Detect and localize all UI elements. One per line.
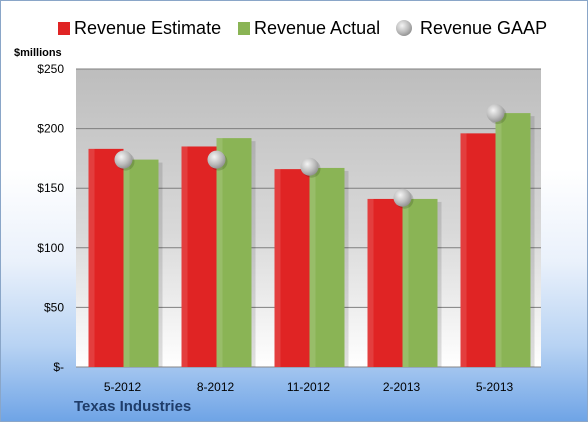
y-tick-label: $150 — [37, 181, 64, 195]
marker-revenue-gaap — [207, 150, 228, 171]
bar-revenue-estimate — [88, 148, 128, 367]
legend-label: Revenue Actual — [254, 18, 380, 38]
y-tick-label: $200 — [37, 122, 64, 136]
x-tick-label: 5-2012 — [104, 380, 142, 394]
bar-revenue-estimate — [460, 133, 500, 367]
x-tick-label: 2-2013 — [383, 380, 421, 394]
bar-revenue-actual — [123, 159, 163, 367]
marker-revenue-gaap — [486, 104, 507, 125]
bar-revenue-estimate — [367, 198, 407, 367]
legend-item-revenue-gaap: Revenue GAAP — [396, 18, 547, 38]
y-tick-label: $- — [53, 360, 64, 374]
legend-label: Revenue Estimate — [74, 18, 221, 38]
marker-revenue-gaap — [114, 150, 135, 171]
bar-revenue-actual — [216, 138, 256, 367]
company-name: Texas Industries — [74, 398, 192, 415]
x-tick-label: 5-2013 — [476, 380, 514, 394]
legend-item-revenue-estimate: Revenue Estimate — [58, 18, 221, 38]
y-tick-label: $100 — [37, 241, 64, 255]
bar-revenue-actual — [402, 198, 442, 367]
bar-revenue-actual — [309, 167, 349, 367]
bar-revenue-estimate — [181, 146, 221, 367]
bar-revenue-estimate — [274, 169, 314, 367]
legend-swatch — [58, 22, 70, 35]
y-axis-label: $millions — [14, 47, 62, 59]
legend-swatch — [396, 20, 412, 36]
legend-swatch — [238, 22, 250, 35]
legend-label: Revenue GAAP — [420, 18, 547, 38]
x-tick-label: 8-2012 — [197, 380, 235, 394]
legend-item-revenue-actual: Revenue Actual — [238, 18, 380, 38]
x-tick-label: 11-2012 — [287, 380, 330, 394]
y-tick-label: $250 — [37, 62, 64, 76]
marker-revenue-gaap — [300, 157, 321, 178]
marker-revenue-gaap — [393, 188, 414, 209]
bar-revenue-actual — [495, 113, 535, 367]
y-tick-label: $50 — [44, 300, 64, 314]
